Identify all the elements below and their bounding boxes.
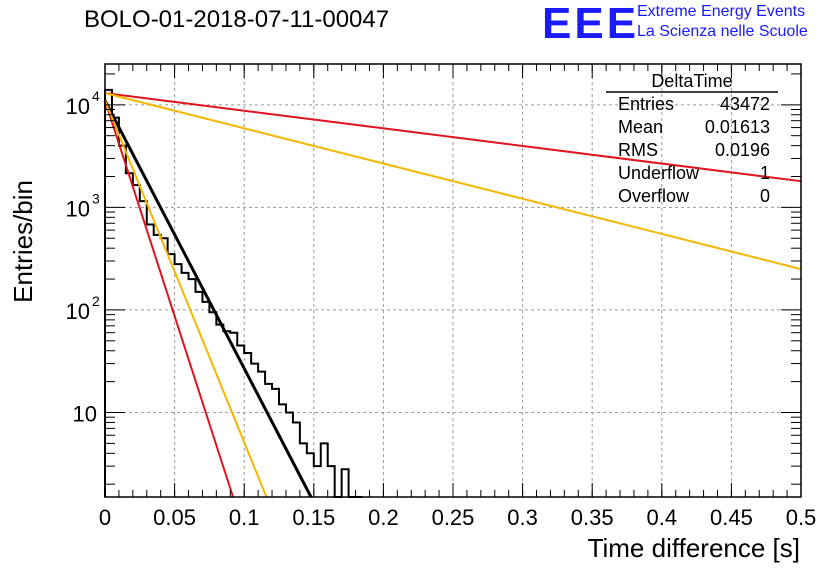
stats-mean-value: 0.01613	[705, 117, 770, 137]
series-line-orange-4	[104, 92, 802, 271]
y-tick-label: 10	[73, 401, 97, 426]
histogram-layer	[104, 88, 363, 498]
x-tick-label: 0.35	[571, 505, 614, 530]
stats-entries-label: Entries	[618, 94, 674, 114]
logo-line-2: La Scienza nelle Scuole	[637, 23, 808, 40]
stats-underflow-value: 1	[760, 163, 770, 183]
x-tick-label: 0.4	[647, 505, 678, 530]
series-line-black-0	[103, 99, 313, 498]
series-line-red-1	[104, 100, 235, 498]
stats-rms-label: RMS	[618, 140, 658, 160]
stats-rms-value: 0.0196	[715, 140, 770, 160]
series-layer	[103, 92, 802, 498]
series-line-red-3	[104, 92, 802, 183]
x-axis-label: Time difference [s]	[588, 533, 800, 563]
y-tick-label-exponent: 3	[92, 190, 100, 206]
stats-overflow-value: 0	[760, 186, 770, 206]
tick-layer: 0 0.05 0.1 0.15 0.2 0.25 0.3 0.35 0.4 0.45 0.51010…	[66, 64, 817, 530]
y-tick-label-exponent: 4	[92, 88, 100, 104]
x-tick-label: 0	[99, 505, 111, 530]
y-tick-label: 10	[66, 94, 90, 119]
stats-mean-label: Mean	[618, 117, 663, 137]
chart-title: BOLO-01-2018-07-11-00047	[84, 6, 390, 33]
x-tick-label: 0.25	[432, 505, 475, 530]
eee-logo: EEE	[542, 0, 640, 48]
x-tick-label: 0.05	[153, 505, 196, 530]
x-tick-label: 0.45	[710, 505, 753, 530]
x-tick-label: 0.2	[368, 505, 399, 530]
grid-layer	[105, 64, 801, 497]
x-tick-label: 0.5	[786, 505, 817, 530]
x-tick-label: 0.15	[292, 505, 335, 530]
logo-line-1: Extreme Energy Events	[637, 3, 806, 20]
stats-entries-value: 43472	[720, 94, 770, 114]
y-tick-label-exponent: 2	[92, 293, 100, 309]
stats-box: DeltaTime Entries 43472 Mean 0.01613 RMS…	[606, 71, 778, 206]
histogram-outline	[104, 88, 363, 498]
stats-overflow-label: Overflow	[618, 186, 690, 206]
stats-underflow-label: Underflow	[618, 163, 700, 183]
y-tick-label: 10	[66, 299, 90, 324]
series-line-orange-2	[104, 100, 268, 498]
y-tick-label: 10	[66, 196, 90, 221]
stats-title: DeltaTime	[651, 71, 732, 91]
x-tick-label: 0.1	[229, 505, 260, 530]
x-tick-label: 0.3	[507, 505, 538, 530]
y-axis-label: Entries/bin	[8, 180, 38, 303]
